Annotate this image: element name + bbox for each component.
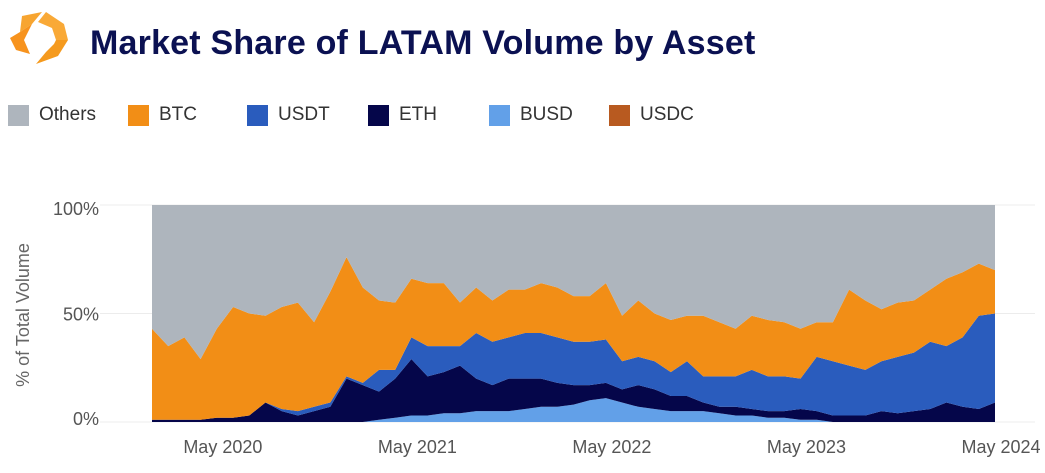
- legend-swatch: [128, 104, 149, 126]
- x-tick-label: May 2024: [961, 437, 1040, 457]
- legend-item-usdt[interactable]: USDT: [247, 103, 330, 127]
- y-tick-label: 100%: [53, 199, 99, 219]
- legend-item-eth[interactable]: ETH: [368, 103, 437, 127]
- legend-label: BUSD: [520, 104, 573, 125]
- area-busd: [152, 398, 995, 422]
- area-eth: [152, 359, 995, 422]
- legend-label: BTC: [159, 104, 197, 125]
- legend-item-others[interactable]: Others: [8, 103, 96, 127]
- x-tick-label: May 2020: [183, 437, 262, 457]
- legend-swatch: [368, 104, 389, 126]
- legend-swatch: [489, 104, 510, 126]
- y-axis-label: % of Total Volume: [13, 243, 33, 387]
- legend-label: ETH: [399, 104, 437, 125]
- legend-item-usdc[interactable]: USDC: [609, 103, 694, 127]
- legend-item-btc[interactable]: BTC: [128, 103, 197, 127]
- legend-label: USDC: [640, 104, 694, 125]
- logo: [10, 12, 68, 64]
- legend-item-busd[interactable]: BUSD: [489, 103, 573, 127]
- legend-swatch: [8, 104, 29, 126]
- legend-swatch: [247, 104, 268, 126]
- area-btc: [152, 257, 995, 420]
- y-tick-label: 50%: [63, 305, 99, 325]
- area-others: [152, 205, 995, 360]
- y-tick-label: 0%: [73, 409, 99, 429]
- legend-swatch: [609, 104, 630, 126]
- area-usdt: [152, 313, 995, 420]
- page-title: Market Share of LATAM Volume by Asset: [90, 24, 756, 62]
- x-tick-label: May 2023: [767, 437, 846, 457]
- x-tick-label: May 2021: [378, 437, 457, 457]
- x-tick-label: May 2022: [572, 437, 651, 457]
- legend-label: USDT: [278, 104, 330, 125]
- legend-label: Others: [39, 104, 97, 125]
